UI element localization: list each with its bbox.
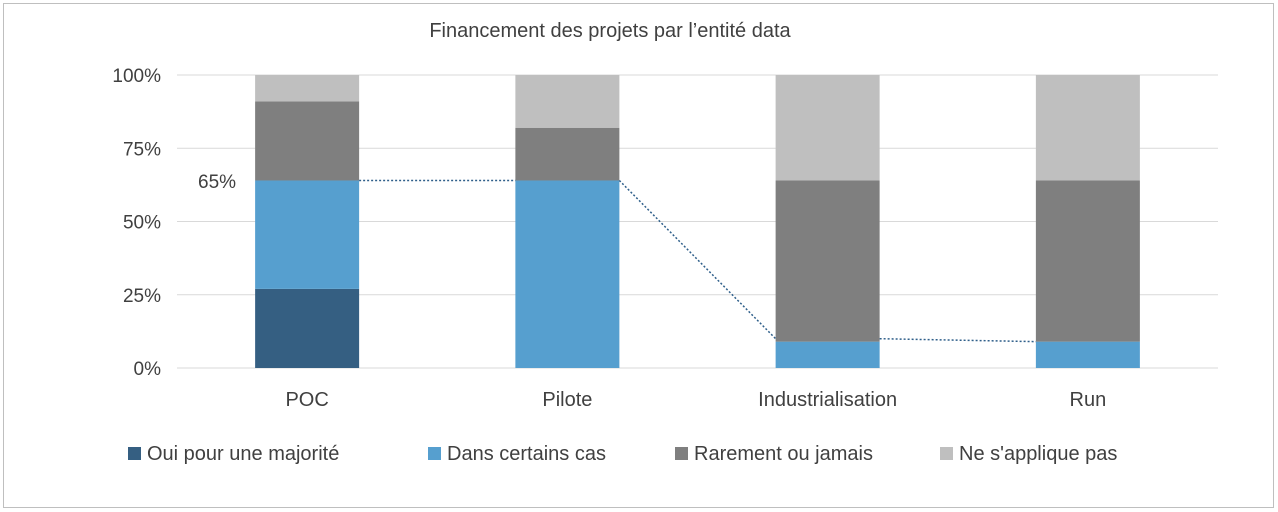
bar-segment <box>1035 75 1140 181</box>
x-category-label: Pilote <box>542 389 592 411</box>
y-tick-label: 0% <box>134 359 162 380</box>
bar-segment <box>775 75 880 181</box>
bar-segment <box>255 180 360 289</box>
legend-swatch <box>675 447 688 460</box>
bar-segment <box>1035 180 1140 342</box>
legend-label: Ne s'applique pas <box>959 443 1117 465</box>
bar-segment <box>515 180 620 368</box>
x-category-label: POC <box>285 389 328 411</box>
legend-swatch <box>128 447 141 460</box>
legend: Oui pour une majorité Dans certains cas Ra… <box>128 443 1117 465</box>
chart-title: Financement des projets par l’entité dat… <box>429 20 791 42</box>
x-axis-categories: POC Pilote Industrialisation Run <box>285 389 1106 411</box>
annotation-label: 65% <box>198 172 236 193</box>
bar-segment <box>775 180 880 342</box>
bar-segment <box>775 341 880 368</box>
y-axis-ticks: 0% 25% 50% 75% 100% <box>112 66 161 380</box>
x-category-label: Run <box>1070 389 1107 411</box>
x-category-label: Industrialisation <box>758 389 897 411</box>
stacked-bar-chart: Financement des projets par l’entité dat… <box>112 20 1218 465</box>
bars <box>255 75 1140 368</box>
legend-label: Oui pour une majorité <box>147 443 339 465</box>
trend-line-segment <box>618 179 777 340</box>
trend-line <box>359 179 1036 343</box>
legend-label: Rarement ou jamais <box>694 443 873 465</box>
bar-segment <box>255 101 360 181</box>
trend-line-segment <box>879 337 1036 343</box>
bar-segment <box>1035 341 1140 368</box>
chart-frame: Financement des projets par l’entité dat… <box>3 3 1274 508</box>
bar-segment <box>255 75 360 102</box>
legend-swatch <box>428 447 441 460</box>
legend-swatch <box>940 447 953 460</box>
y-tick-label: 75% <box>123 139 161 160</box>
y-tick-label: 100% <box>112 66 161 87</box>
y-tick-label: 25% <box>123 286 161 307</box>
bar-segment <box>515 75 620 128</box>
legend-label: Dans certains cas <box>447 443 606 465</box>
bar-segment <box>255 288 360 368</box>
y-tick-label: 50% <box>123 213 161 234</box>
bar-segment <box>515 127 620 181</box>
